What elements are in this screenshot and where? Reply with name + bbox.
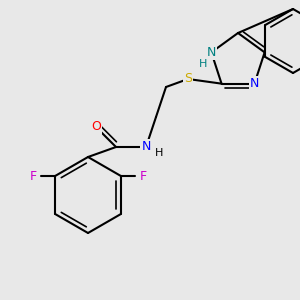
Text: N: N: [250, 77, 259, 90]
Text: N: N: [207, 46, 216, 59]
Text: S: S: [184, 73, 192, 85]
Text: F: F: [139, 169, 146, 182]
Text: H: H: [155, 148, 164, 158]
Text: F: F: [29, 169, 37, 182]
Text: H: H: [199, 59, 208, 69]
Text: O: O: [91, 121, 101, 134]
Text: N: N: [141, 140, 151, 154]
